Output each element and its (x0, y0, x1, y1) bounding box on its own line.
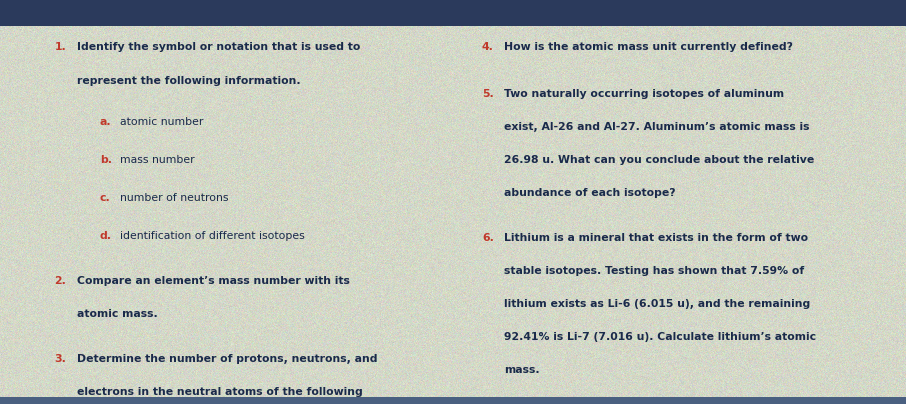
Text: c.: c. (100, 193, 111, 203)
Text: electrons in the neutral atoms of the following: electrons in the neutral atoms of the fo… (77, 387, 362, 397)
Text: represent the following information.: represent the following information. (77, 76, 301, 86)
Text: b.: b. (100, 155, 111, 165)
Text: 6.: 6. (482, 233, 494, 243)
Text: Compare an element’s mass number with its: Compare an element’s mass number with it… (77, 276, 350, 286)
Text: 2.: 2. (54, 276, 66, 286)
Text: mass number: mass number (120, 155, 194, 165)
Text: Lithium is a mineral that exists in the form of two: Lithium is a mineral that exists in the … (504, 233, 808, 243)
Bar (0, 0, 906, 26)
Text: Determine the number of protons, neutrons, and: Determine the number of protons, neutron… (77, 354, 378, 364)
Text: 1.: 1. (54, 42, 66, 53)
Text: stable isotopes. Testing has shown that 7.59% of: stable isotopes. Testing has shown that … (504, 266, 804, 276)
Text: 92.41% is Li-7 (7.016 u). Calculate lithium’s atomic: 92.41% is Li-7 (7.016 u). Calculate lith… (504, 332, 816, 342)
Text: Two naturally occurring isotopes of aluminum: Two naturally occurring isotopes of alum… (504, 89, 784, 99)
Text: a.: a. (100, 117, 111, 127)
Text: number of neutrons: number of neutrons (120, 193, 228, 203)
Text: d.: d. (100, 231, 111, 241)
Text: 4.: 4. (482, 42, 494, 53)
Text: exist, Al-26 and Al-27. Aluminum’s atomic mass is: exist, Al-26 and Al-27. Aluminum’s atomi… (504, 122, 809, 132)
Text: mass.: mass. (504, 365, 539, 375)
Text: abundance of each isotope?: abundance of each isotope? (504, 188, 675, 198)
Text: atomic number: atomic number (120, 117, 203, 127)
Text: 3.: 3. (54, 354, 66, 364)
Bar (0, 397, 906, 404)
Text: 26.98 u. What can you conclude about the relative: 26.98 u. What can you conclude about the… (504, 155, 814, 165)
Text: 5.: 5. (482, 89, 494, 99)
Text: How is the atomic mass unit currently defined?: How is the atomic mass unit currently de… (504, 42, 793, 53)
Text: Identify the symbol or notation that is used to: Identify the symbol or notation that is … (77, 42, 361, 53)
Text: lithium exists as Li-6 (6.015 u), and the remaining: lithium exists as Li-6 (6.015 u), and th… (504, 299, 810, 309)
Text: identification of different isotopes: identification of different isotopes (120, 231, 304, 241)
Text: atomic mass.: atomic mass. (77, 309, 158, 319)
